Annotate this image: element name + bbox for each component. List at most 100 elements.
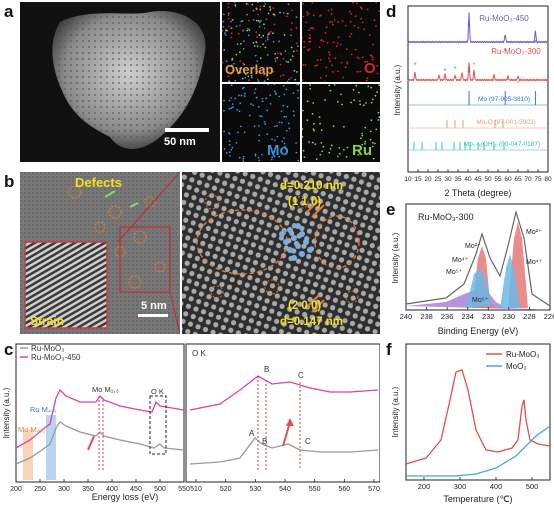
eds-dot: [241, 77, 244, 80]
eels-ann-ok: O K: [151, 387, 164, 396]
peak-star: *: [534, 39, 537, 48]
xtick-label: 45: [474, 176, 482, 183]
eds-dot: [282, 74, 285, 77]
eds-dot: [224, 34, 227, 36]
eds-dot: [308, 48, 311, 51]
eds-dot: [359, 100, 361, 102]
eds-dot: [378, 10, 380, 13]
eds-dot: [257, 156, 260, 159]
eds-dot: [358, 91, 360, 94]
eds-dot: [236, 43, 239, 46]
xrd-series-450: [407, 12, 549, 44]
eds-map-mo-dots: [223, 84, 300, 162]
xps-peak-mo2-left: Mo²⁺: [465, 243, 481, 250]
eds-dot: [306, 100, 309, 103]
panel-a-label: a: [4, 2, 14, 21]
eds-dot: [282, 104, 285, 107]
eds-dot: [229, 151, 231, 154]
eds-dot: [293, 69, 296, 72]
panel-e-label: e: [386, 200, 396, 219]
eds-dot: [252, 9, 255, 12]
eds-dot: [261, 153, 263, 156]
eds-dot: [238, 156, 241, 159]
eds-dot: [354, 48, 357, 51]
eds-dot: [239, 67, 241, 70]
xtick-label: 15: [414, 176, 422, 183]
eds-dot: [223, 130, 226, 133]
eds-dot: [297, 97, 299, 99]
eds-dot: [355, 84, 358, 87]
eds-dot: [337, 42, 339, 45]
eds-dot: [242, 160, 245, 162]
eds-dot: [309, 84, 311, 87]
eds-dot: [350, 53, 353, 56]
eds-dot: [228, 132, 230, 134]
eds-dot: [265, 97, 268, 100]
xps-peak-mo5-left: Mo⁵⁺: [446, 269, 463, 276]
eds-dot: [290, 34, 292, 37]
eds-dot: [278, 121, 281, 124]
eds-dot: [283, 115, 286, 118]
eds-dot: [240, 94, 243, 97]
eds-dot: [223, 109, 225, 112]
eels-ylabel: Intensity (a.u.): [2, 387, 11, 438]
eds-dot: [266, 109, 269, 112]
eds-dot: [223, 148, 226, 150]
eds-dot: [238, 94, 240, 97]
eds-dot: [242, 158, 245, 160]
eds-dot: [272, 7, 275, 9]
eds-dot: [328, 51, 330, 54]
eds-dot: [328, 151, 331, 154]
eds-dot: [366, 77, 369, 80]
peak-star: *: [413, 61, 416, 70]
eels-ann-b: B: [262, 437, 267, 446]
eds-dot: [332, 41, 335, 43]
eds-dot: [333, 84, 336, 86]
eds-dot: [371, 56, 374, 59]
eds-dot: [357, 26, 360, 29]
eds-dot: [234, 97, 236, 100]
xtick-label: 20: [424, 176, 432, 183]
eds-dot: [309, 34, 311, 36]
eels-ann-b2: B: [264, 365, 269, 374]
xps-envelope: [405, 209, 551, 307]
eds-dot: [262, 43, 264, 46]
eds-dot: [242, 40, 245, 42]
eds-dot: [346, 61, 348, 63]
xrd-xticks: 10 15 20 25 30 35 40 45 50 55 60 65 70 75 80: [404, 169, 552, 183]
eds-dot: [222, 20, 224, 23]
eds-dot: [363, 28, 366, 31]
eds-dot: [295, 27, 298, 29]
defects-label: Defects: [75, 175, 122, 190]
eds-dot: [254, 153, 257, 156]
eds-map-mo: Mo: [222, 84, 300, 162]
eds-dot: [252, 41, 255, 44]
eds-dot: [248, 79, 250, 82]
eds-dot: [237, 131, 239, 134]
eds-dot: [302, 136, 304, 138]
eds-dot: [237, 32, 240, 35]
eds-dot: [303, 46, 306, 48]
xtick-label: 250: [34, 486, 46, 493]
eds-dot: [375, 25, 377, 28]
eds-dot: [306, 14, 309, 16]
eds-dot: [315, 158, 318, 160]
eds-dot: [231, 57, 234, 60]
d-spacing-200: d=0.147 nm: [280, 316, 343, 328]
eds-dot: [240, 20, 243, 23]
eds-dot: [258, 159, 261, 162]
eds-dot: [357, 57, 360, 60]
eds-dot: [258, 139, 260, 142]
xtick-label: 50: [484, 176, 492, 183]
xps-mo4-3d52-area: [500, 254, 520, 308]
eds-dot: [369, 147, 371, 150]
eds-dot: [261, 97, 264, 100]
eds-dot: [313, 129, 315, 132]
xtick-label: 570: [368, 486, 380, 493]
eds-dot: [314, 64, 317, 67]
eds-dot: [287, 61, 290, 63]
peak-star: *: [467, 69, 470, 78]
eds-dot: [302, 109, 304, 112]
eds-dot: [364, 126, 367, 129]
eds-dot: [370, 101, 373, 104]
